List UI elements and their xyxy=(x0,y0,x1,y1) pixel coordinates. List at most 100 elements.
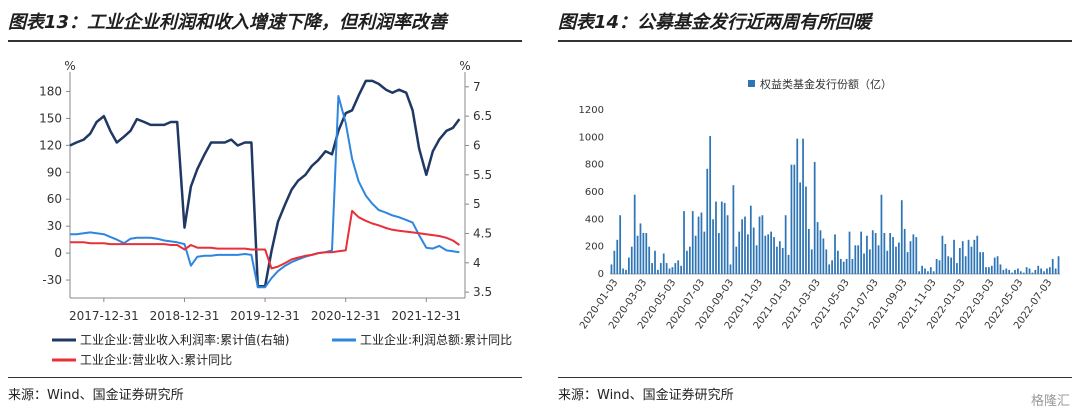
right-bar-chart: 权益类基金发行份额（亿）1200100080060040020002020-01… xyxy=(578,77,1060,331)
bar xyxy=(857,245,860,274)
left-axis-unit: % xyxy=(64,59,75,73)
bar xyxy=(1014,269,1016,274)
bar xyxy=(985,267,987,274)
legend-label-2: 工业企业:利润总额:累计同比 xyxy=(360,332,512,347)
bar xyxy=(953,239,955,274)
bar xyxy=(819,230,822,274)
bar xyxy=(680,265,682,274)
series-line-1 xyxy=(69,79,461,288)
bar xyxy=(961,241,964,274)
bar xyxy=(895,246,897,274)
bar xyxy=(999,264,1002,274)
bar xyxy=(738,231,741,274)
bar xyxy=(697,216,700,274)
bar xyxy=(848,231,851,274)
bar xyxy=(622,268,624,274)
bar xyxy=(781,248,784,274)
bar xyxy=(892,237,894,274)
bar xyxy=(1017,268,1019,274)
right-bottom-rule xyxy=(558,377,1072,378)
bar xyxy=(718,233,720,274)
right-source-note: 来源：Wind、国金证券研究所 xyxy=(558,388,734,403)
right-axis-unit: % xyxy=(459,59,470,73)
bar xyxy=(761,215,764,274)
legend-label-1: 工业企业:营业收入利润率:累计值(右轴) xyxy=(80,332,289,347)
x-tick-label: 2017-12-31 xyxy=(69,309,139,323)
bar xyxy=(880,194,883,274)
bar xyxy=(1034,269,1037,274)
bar xyxy=(871,230,874,274)
bar xyxy=(677,260,680,274)
bar xyxy=(941,235,944,274)
bar xyxy=(648,246,651,274)
bar xyxy=(845,258,848,274)
bar xyxy=(944,243,947,274)
bar xyxy=(712,219,714,274)
bar xyxy=(1040,268,1042,274)
left-tick-label: 30 xyxy=(47,219,62,233)
bar xyxy=(822,238,825,274)
bar xyxy=(929,267,932,274)
bar xyxy=(796,138,799,274)
series-line-2 xyxy=(70,95,460,289)
bar xyxy=(979,252,982,274)
bar xyxy=(990,265,993,274)
bar xyxy=(868,249,871,274)
bar xyxy=(729,264,732,274)
bar xyxy=(1043,271,1045,274)
bar xyxy=(1031,272,1034,274)
bar xyxy=(883,233,886,274)
bar xyxy=(776,246,778,274)
bar xyxy=(793,164,796,274)
bar xyxy=(932,271,935,274)
y-tick-label: 600 xyxy=(585,187,604,198)
left-tick-label: 60 xyxy=(47,192,62,206)
bar xyxy=(854,245,857,274)
bar xyxy=(898,242,900,274)
bar xyxy=(810,249,813,274)
left-tick-label: -30 xyxy=(42,273,62,287)
bar xyxy=(741,219,743,274)
left-bottom-rule xyxy=(8,377,522,378)
left-line-chart: % %1801501209060300-3076.565.554.543.5201… xyxy=(39,59,512,367)
bar xyxy=(706,168,709,274)
bar xyxy=(831,260,833,274)
bar xyxy=(1002,269,1005,274)
bar xyxy=(909,241,912,274)
bar xyxy=(866,235,868,274)
bar xyxy=(1048,267,1051,274)
bar xyxy=(1008,269,1011,274)
bar xyxy=(686,250,688,274)
left-tick-label: 0 xyxy=(54,246,62,260)
bar xyxy=(889,233,892,274)
bar xyxy=(1019,271,1022,274)
bar xyxy=(747,234,749,274)
bar xyxy=(918,271,921,274)
bar xyxy=(863,253,865,274)
bar xyxy=(799,182,802,274)
bar xyxy=(767,234,770,274)
left-tick-label: 90 xyxy=(47,165,62,179)
bar xyxy=(967,239,970,274)
bar xyxy=(1037,265,1040,274)
y-tick-label: 1000 xyxy=(579,132,604,143)
bar xyxy=(688,246,691,274)
bar xyxy=(973,239,976,274)
bar xyxy=(935,258,938,274)
watermark-text: 格隆汇 xyxy=(1030,394,1070,409)
bar xyxy=(764,235,767,274)
bar xyxy=(886,250,889,274)
bar xyxy=(726,215,729,274)
bar xyxy=(837,250,839,274)
left-figure-title: 图表13：工业企业利润和收入增速下降，但利润率改善 xyxy=(8,12,448,33)
bar xyxy=(642,233,645,274)
bar xyxy=(645,233,648,274)
bar xyxy=(1054,268,1057,274)
bar xyxy=(903,228,906,274)
y-tick-label: 400 xyxy=(585,214,604,225)
bar xyxy=(938,260,941,274)
bar xyxy=(671,267,674,274)
bar xyxy=(773,237,775,274)
bar xyxy=(839,258,842,274)
bar xyxy=(732,185,735,274)
